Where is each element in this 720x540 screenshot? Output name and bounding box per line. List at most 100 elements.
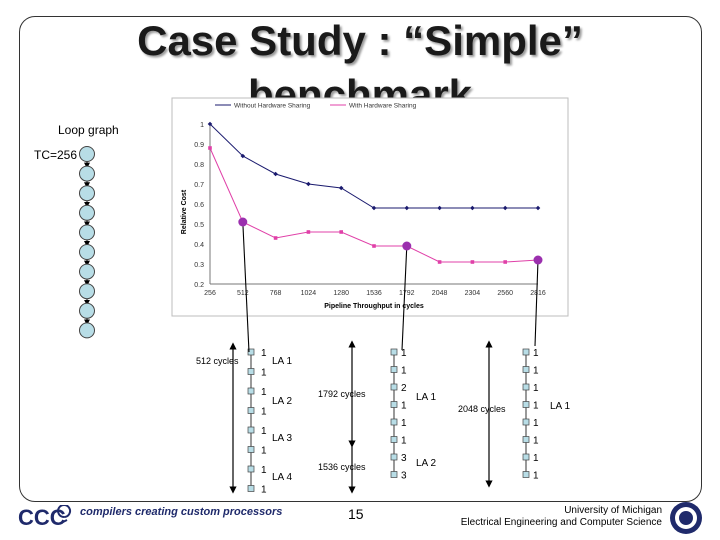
group-label-la1: LA 1 xyxy=(550,401,570,412)
schedule-node xyxy=(522,418,530,426)
data-point xyxy=(207,121,213,127)
schedule-node xyxy=(247,387,255,395)
schedule-node xyxy=(390,418,398,426)
group-label-la1: LA 1 xyxy=(416,392,436,403)
schedule-node-label: 1 xyxy=(533,401,539,412)
affiliation: University of Michigan Electrical Engine… xyxy=(461,505,662,529)
schedule-node xyxy=(390,383,398,391)
y-tick-label: 0.8 xyxy=(194,162,204,169)
schedule-node xyxy=(522,348,530,356)
x-tick-label: 1280 xyxy=(333,290,349,297)
schedule-node-label: 1 xyxy=(261,407,267,418)
schedule-node xyxy=(522,471,530,478)
data-point xyxy=(273,171,278,177)
university-seal-icon xyxy=(670,502,702,534)
schedule-node xyxy=(522,436,530,443)
data-point xyxy=(208,146,212,150)
schedule-node-label: 1 xyxy=(401,366,407,377)
data-point xyxy=(339,230,343,234)
data-point xyxy=(372,244,376,248)
schedule-node xyxy=(390,453,398,461)
legend-label: Without Hardware Sharing xyxy=(234,103,311,110)
x-tick-label: 768 xyxy=(270,290,282,297)
schedule-node xyxy=(522,401,530,408)
loop-node xyxy=(79,224,95,241)
cycles-label: 2048 cycles xyxy=(458,404,506,414)
y-tick-label: 1 xyxy=(200,122,204,129)
loop-node xyxy=(79,185,95,202)
schedule-node-label: 1 xyxy=(261,485,267,496)
schedule-node xyxy=(390,471,398,478)
schedule-node xyxy=(390,366,398,373)
data-point xyxy=(338,185,344,191)
schedule-node-label: 1 xyxy=(533,348,539,359)
data-point xyxy=(437,205,442,211)
highlight-point xyxy=(238,217,248,227)
schedule-node-label: 1 xyxy=(261,446,267,457)
group-label-la2: LA 2 xyxy=(416,458,436,469)
schedule-node-label: 1 xyxy=(261,348,267,359)
schedule-node xyxy=(247,485,255,492)
schedule-node xyxy=(247,348,255,356)
data-point xyxy=(306,181,311,187)
schedule-node-label: 1 xyxy=(401,418,407,429)
schedule-node-label: 3 xyxy=(401,453,407,464)
loop-node xyxy=(79,165,95,182)
data-point xyxy=(502,205,508,211)
x-tick-label: 2816 xyxy=(530,290,546,297)
logo-tagline: compilers creating custom processors xyxy=(80,506,283,518)
schedule-node xyxy=(522,366,530,373)
x-tick-label: 256 xyxy=(204,290,216,297)
data-point xyxy=(470,205,475,211)
x-tick-label: 2048 xyxy=(432,290,448,297)
legend-label: With Hardware Sharing xyxy=(349,103,417,110)
schedule-node-label: 1 xyxy=(261,426,267,437)
schedule-node-label: 1 xyxy=(261,368,267,379)
group-label-la2: LA 2 xyxy=(272,396,292,407)
schedule-node xyxy=(247,426,255,434)
cycles-label-2: 1536 cycles xyxy=(318,462,366,472)
schedule-node-label: 1 xyxy=(533,383,539,394)
schedule-node xyxy=(390,348,398,356)
loop-graph-label: Loop graph xyxy=(58,123,119,137)
data-point xyxy=(437,260,442,264)
page-number: 15 xyxy=(348,506,364,522)
highlight-point xyxy=(402,241,412,251)
schedule-node xyxy=(247,446,255,453)
chart-panel xyxy=(171,97,569,317)
x-tick-label: 1024 xyxy=(301,290,317,297)
schedule-node-label: 1 xyxy=(533,366,539,377)
y-tick-label: 0.2 xyxy=(194,282,204,289)
schedule-node xyxy=(390,436,398,443)
cycles-label: 1792 cycles xyxy=(318,389,366,399)
y-tick-label: 0.6 xyxy=(194,202,204,209)
loop-node xyxy=(79,302,95,319)
y-tick-label: 0.4 xyxy=(194,242,204,249)
schedule-node-label: 1 xyxy=(261,387,267,398)
y-tick-label: 0.9 xyxy=(194,142,204,149)
highlight-connector xyxy=(401,245,408,351)
x-tick-label: 2304 xyxy=(465,290,481,297)
x-tick-label: 512 xyxy=(237,290,249,297)
schedule-1792: 1792 cycles 1536 cycles 1 1 2 1 1 1 3 3 LA 1 LA… xyxy=(318,340,436,494)
data-point xyxy=(306,230,311,234)
schedule-node-label: 1 xyxy=(401,436,407,447)
data-point xyxy=(371,205,377,211)
schedule-node xyxy=(247,368,255,375)
loop-graph xyxy=(79,146,95,339)
loop-node xyxy=(79,283,95,300)
schedule-node-label: 1 xyxy=(261,465,267,476)
title-line-1: Case Study : “Simple” xyxy=(137,17,583,64)
data-point xyxy=(503,260,507,264)
x-tick-label: 1536 xyxy=(366,290,382,297)
y-tick-label: 0.5 xyxy=(194,222,204,229)
schedule-node-label: 1 xyxy=(401,348,407,359)
schedule-node-label: 1 xyxy=(401,401,407,412)
loop-node xyxy=(79,244,95,260)
data-point xyxy=(535,205,541,211)
schedule-512: 512 cycles 1 1 1 1 1 1 1 1 LA 1 LA 2 LA 3 LA 4 xyxy=(196,342,292,496)
schedule-node xyxy=(522,383,530,391)
schedule-node-label: 3 xyxy=(401,471,407,482)
schedule-node-label: 2 xyxy=(401,383,407,394)
y-axis-label: Relative Cost xyxy=(181,189,188,234)
